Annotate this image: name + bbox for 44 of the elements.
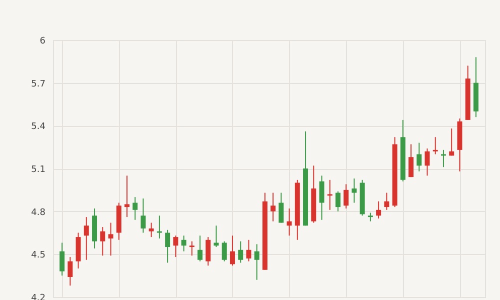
candlestick: [189, 240, 194, 256]
candlestick: [100, 226, 106, 256]
candlestick: [173, 235, 178, 258]
candlestick: [181, 235, 186, 252]
y-tick-label: 5.7: [31, 79, 46, 90]
y-tick-label: 5.4: [31, 122, 46, 132]
candlestick: [60, 242, 65, 276]
candlestick: [222, 240, 227, 262]
candlestick: [408, 144, 414, 178]
candlestick: [424, 148, 430, 176]
candlestick: [140, 198, 146, 234]
y-tick-label: 5.1: [31, 165, 46, 175]
candlestick: [132, 196, 138, 220]
candlestick: [286, 208, 292, 236]
candlestick: [440, 149, 446, 168]
candlestick: [68, 256, 73, 286]
candlestick: [327, 179, 332, 210]
candlestick: [214, 225, 219, 248]
candlestick: [335, 190, 340, 212]
candlestick: [84, 216, 89, 260]
candlestick: [278, 192, 284, 224]
candlestick: [156, 215, 162, 239]
candlestick: [416, 142, 422, 172]
y-tick-label: 4.8: [31, 208, 46, 218]
candlestick: [198, 235, 203, 262]
candlestick: [432, 136, 438, 155]
candlestick: [254, 244, 260, 280]
candlestick: [344, 184, 349, 209]
y-tick-label: 4.5: [31, 250, 46, 261]
candlestick: [238, 240, 244, 264]
candlestick: [206, 236, 211, 266]
candlestick: [449, 128, 454, 156]
candlestick: [384, 192, 390, 210]
candlestick: [165, 229, 170, 264]
candlestick: [270, 192, 276, 222]
candlestick: [376, 200, 382, 219]
candlestick: [108, 222, 114, 256]
candlestick: [230, 235, 235, 266]
candlestick: [148, 222, 154, 238]
candlestick: [352, 178, 357, 204]
candlestick: [319, 175, 324, 220]
y-tick-label: 6: [40, 36, 46, 46]
candlestick: [246, 239, 252, 262]
candlestick: [124, 175, 130, 218]
